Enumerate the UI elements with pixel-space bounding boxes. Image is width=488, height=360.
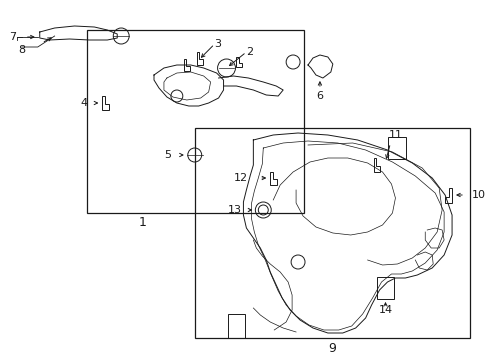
- Text: 2: 2: [246, 47, 253, 57]
- Text: 12: 12: [234, 173, 248, 183]
- Text: 8: 8: [18, 45, 25, 55]
- Text: 6: 6: [316, 91, 323, 101]
- Text: 10: 10: [471, 190, 485, 200]
- Text: 3: 3: [214, 39, 221, 49]
- Text: 11: 11: [387, 130, 402, 140]
- Bar: [194, 128, 469, 338]
- Text: 1: 1: [139, 216, 147, 229]
- Bar: [227, 314, 245, 338]
- Text: 14: 14: [378, 305, 392, 315]
- Text: 5: 5: [163, 150, 170, 160]
- Text: 7: 7: [9, 32, 17, 42]
- Bar: [376, 277, 394, 299]
- Bar: [387, 137, 406, 159]
- Text: 13: 13: [227, 205, 241, 215]
- Text: 4: 4: [80, 98, 87, 108]
- Text: 9: 9: [327, 342, 335, 355]
- Bar: [87, 30, 304, 213]
